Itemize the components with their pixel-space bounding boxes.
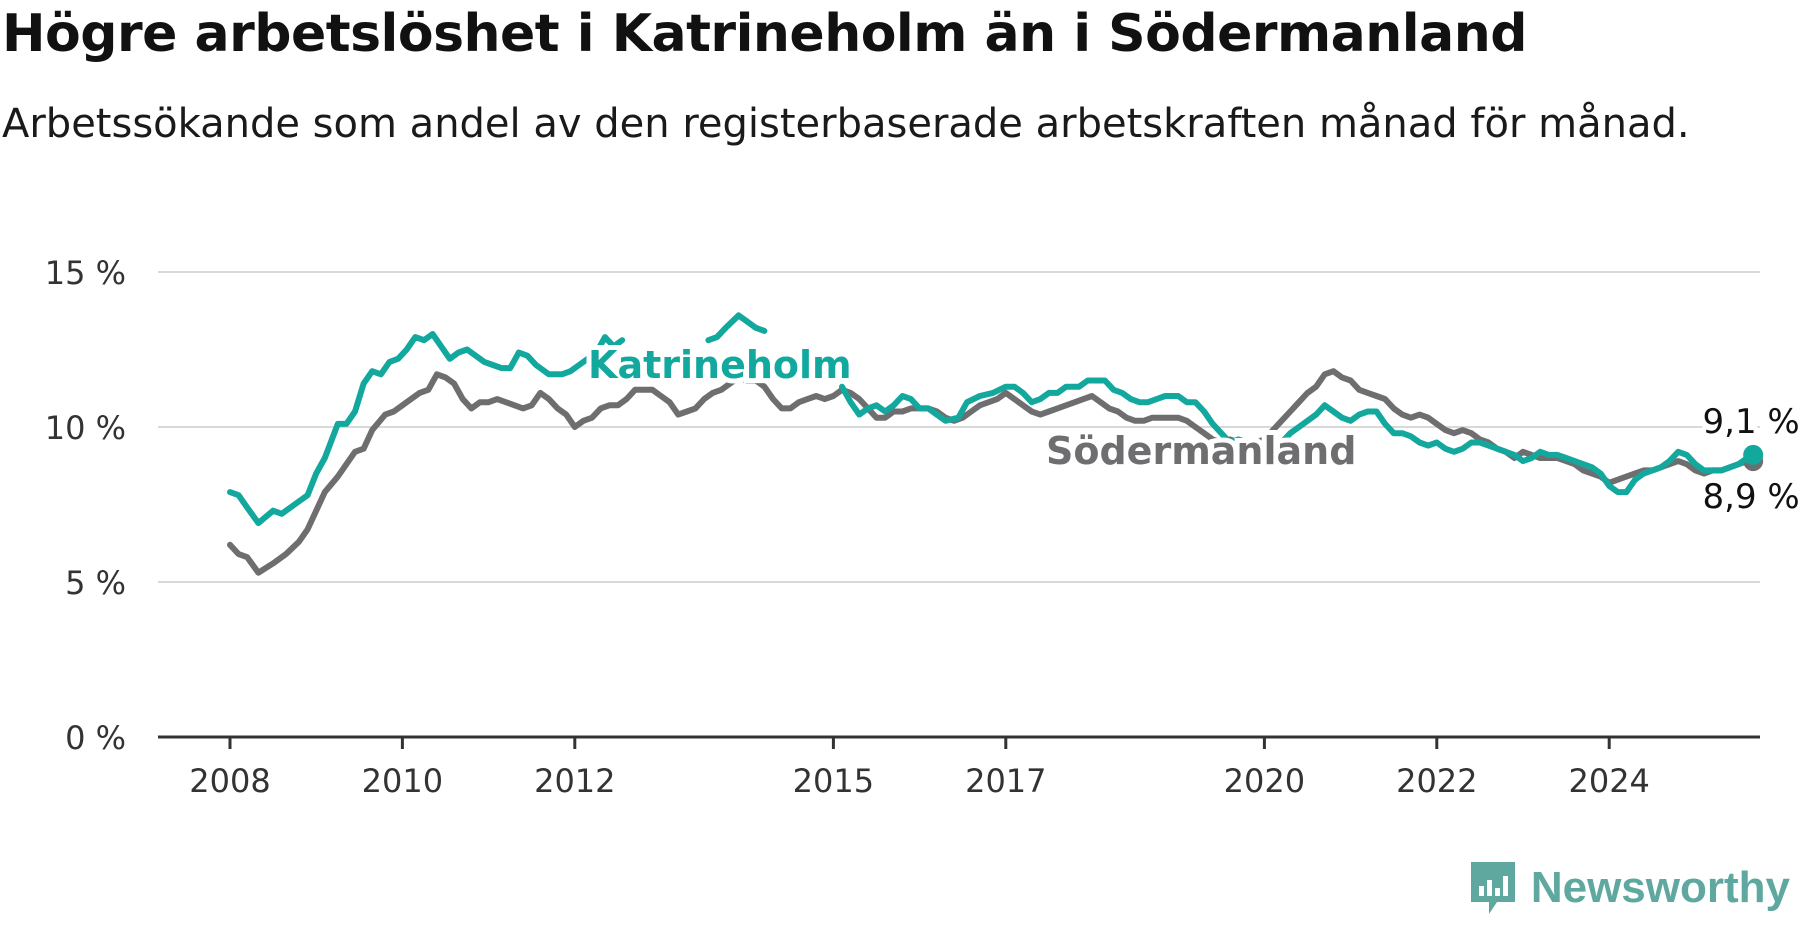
newsworthy-logo: Newsworthy	[1467, 858, 1790, 918]
x-tick-label: 2017	[965, 762, 1046, 800]
series-line-katrineholm	[705, 312, 768, 344]
y-tick-label: 0 %	[65, 719, 126, 757]
series-line-katrineholm	[1278, 402, 1757, 496]
grid-lines	[158, 271, 1760, 739]
x-tick-label: 2010	[362, 762, 443, 800]
x-tick-label: 2015	[793, 762, 874, 800]
series-line-katrineholm	[227, 331, 626, 527]
series-line-katrineholm	[839, 377, 1251, 446]
series-labels: Katrineholm Södermanland 9,1 % 8,9 %	[583, 338, 1800, 521]
newsworthy-brand-name: Newsworthy	[1530, 863, 1790, 912]
line-chart: 0 %5 %10 %15 % 2008 2010 2012 2015 2017 2020 2…	[45, 254, 1800, 800]
chart-subtitle: Arbetssökande som andel av den registerb…	[2, 101, 1690, 147]
x-tick-label: 2008	[189, 762, 270, 800]
x-tick-labels: 2008 2010 2012 2015 2017 2020 2022 2024	[189, 737, 1650, 800]
series-name-katrineholm: Katrineholm	[588, 343, 852, 387]
series-line-sodermanland	[227, 368, 1757, 576]
x-tick-label: 2024	[1568, 762, 1649, 800]
end-value-katrineholm: 9,1 %	[1703, 402, 1800, 442]
series-lines	[227, 312, 1764, 576]
newsworthy-logo-icon	[1470, 862, 1515, 914]
series-end-point-katrineholm	[1743, 444, 1764, 465]
y-tick-labels: 0 % 5 % 10 % 15 %	[45, 254, 126, 757]
end-value-sodermanland: 8,9 %	[1703, 477, 1800, 517]
y-tick-label: 5 %	[65, 564, 126, 602]
x-tick-label: 2022	[1396, 762, 1477, 800]
y-tick-label: 10 %	[45, 409, 126, 447]
x-tick-label: 2012	[534, 762, 615, 800]
x-tick-label: 2020	[1224, 762, 1305, 800]
series-name-sodermanland: Södermanland	[1046, 429, 1356, 473]
y-tick-label: 15 %	[45, 254, 126, 292]
chart-title: Högre arbetslöshet i Katrineholm än i Sö…	[2, 4, 1527, 64]
